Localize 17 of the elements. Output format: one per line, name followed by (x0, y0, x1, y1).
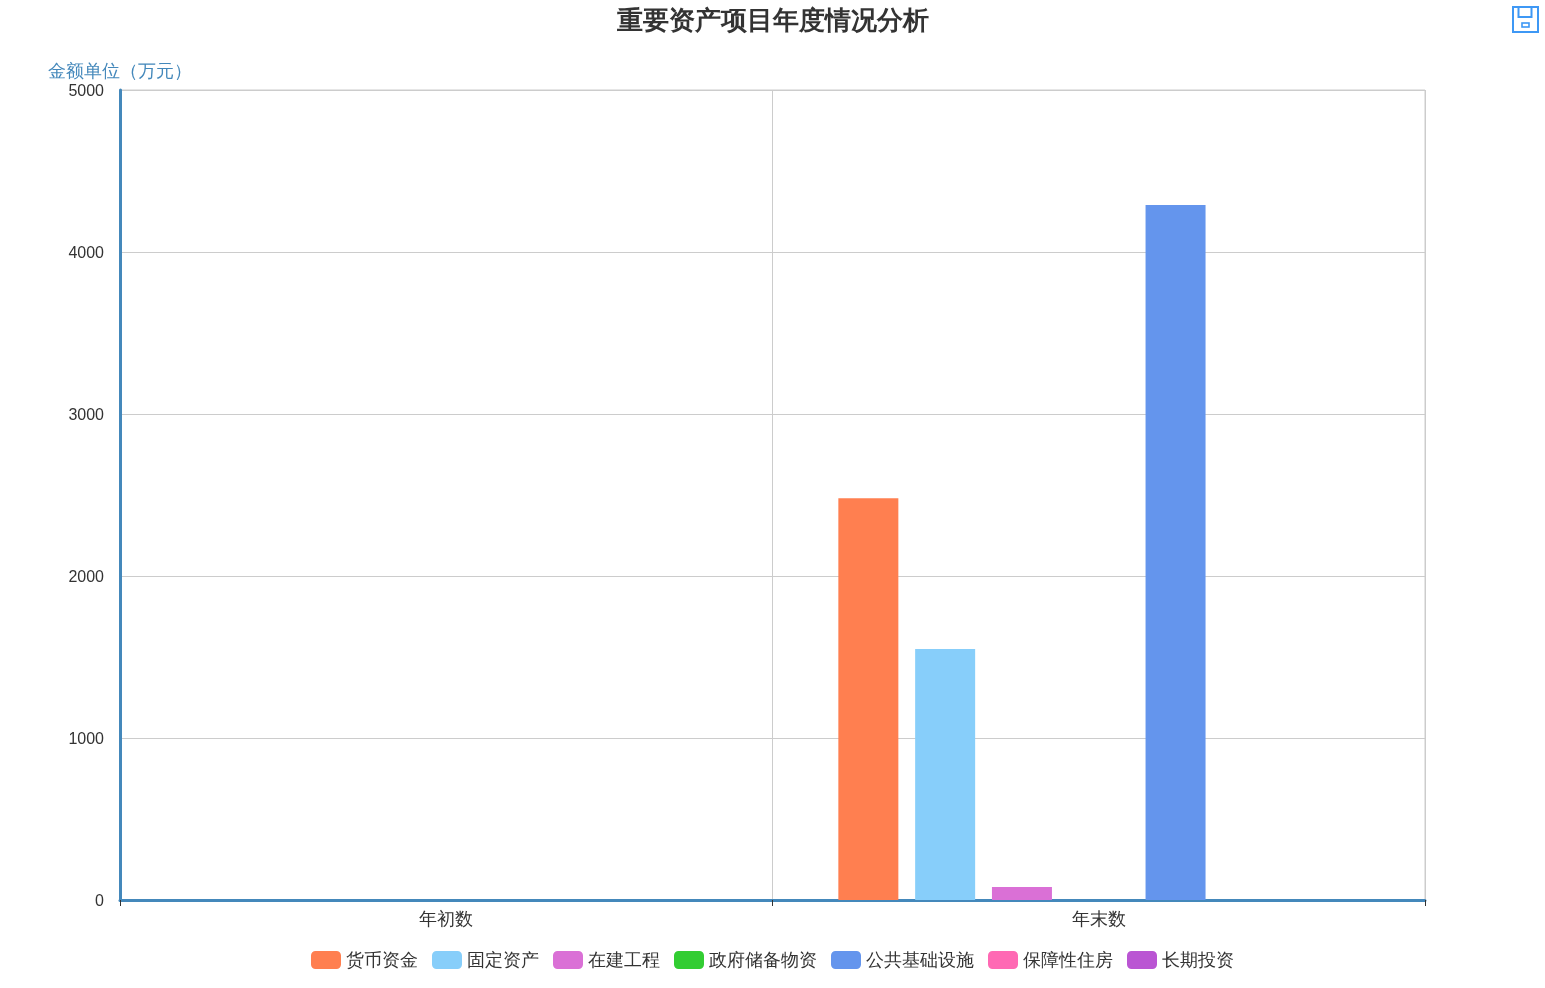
y-tick-label: 1000 (68, 729, 105, 747)
legend-label: 公共基础设施 (866, 950, 974, 970)
legend-label: 货币资金 (346, 950, 418, 970)
y-tick-label: 5000 (68, 81, 105, 99)
y-tick-label: 4000 (68, 243, 105, 261)
x-tick-label: 年初数 (419, 909, 474, 929)
legend-label: 保障性住房 (1023, 950, 1113, 970)
y-tick-label: 2000 (68, 567, 105, 585)
chart-title: 重要资产项目年度情况分析 (615, 5, 929, 35)
y-tick-label: 0 (95, 891, 105, 909)
legend-label: 固定资产 (467, 950, 539, 970)
legend-label: 在建工程 (588, 950, 660, 970)
x-tick-label: 年末数 (1071, 909, 1126, 929)
y-tick-label: 3000 (68, 405, 105, 423)
legend-label: 政府储备物资 (709, 950, 817, 970)
legend-label: 长期投资 (1162, 950, 1234, 970)
y-axis-title: 金额单位（万元） (48, 61, 192, 81)
